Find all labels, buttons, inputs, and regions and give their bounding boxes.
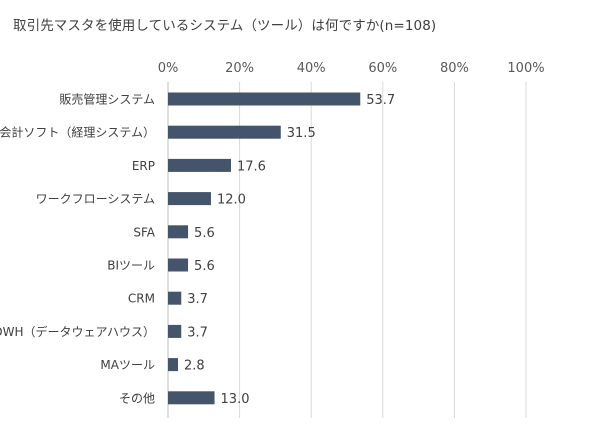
data-label: 53.7 xyxy=(366,93,395,108)
bar xyxy=(168,92,361,106)
category-label: SFA xyxy=(133,225,155,239)
category-label: MAツール xyxy=(100,358,155,372)
x-tick-label: 0% xyxy=(158,61,179,76)
category-label: ERP xyxy=(132,159,155,173)
data-label: 3.7 xyxy=(187,292,208,307)
data-label: 5.6 xyxy=(194,226,215,241)
chart-title: 取引先マスタを使用しているシステム（ツール）は何ですか(n=108) xyxy=(13,18,437,34)
category-label: その他 xyxy=(119,391,155,405)
x-tick-label: 100% xyxy=(507,61,544,76)
bar xyxy=(168,125,281,139)
x-tick-label: 80% xyxy=(440,61,469,76)
category-label: 会計ソフト（経理システム） xyxy=(0,125,155,140)
data-label: 12.0 xyxy=(217,193,246,208)
category-label: BIツール xyxy=(107,259,155,273)
bar xyxy=(168,225,189,239)
data-label: 31.5 xyxy=(287,126,316,141)
bar xyxy=(168,358,179,372)
data-label: 2.8 xyxy=(184,359,205,374)
bar xyxy=(168,258,189,272)
data-label: 13.0 xyxy=(221,392,250,407)
data-label: 3.7 xyxy=(187,325,208,340)
data-label: 17.6 xyxy=(237,159,266,174)
bar xyxy=(168,391,215,405)
category-label: 販売管理システム xyxy=(59,92,155,107)
bar xyxy=(168,291,182,305)
bar xyxy=(168,192,211,206)
bar xyxy=(168,158,232,172)
x-tick-label: 60% xyxy=(368,61,397,76)
category-label: DWH（データウェアハウス） xyxy=(0,324,155,339)
data-label: 5.6 xyxy=(194,259,215,274)
category-label: CRM xyxy=(128,292,155,306)
x-tick-label: 20% xyxy=(225,61,254,76)
category-label: ワークフローシステム xyxy=(36,192,155,206)
x-tick-label: 40% xyxy=(297,61,326,76)
bar xyxy=(168,324,182,338)
